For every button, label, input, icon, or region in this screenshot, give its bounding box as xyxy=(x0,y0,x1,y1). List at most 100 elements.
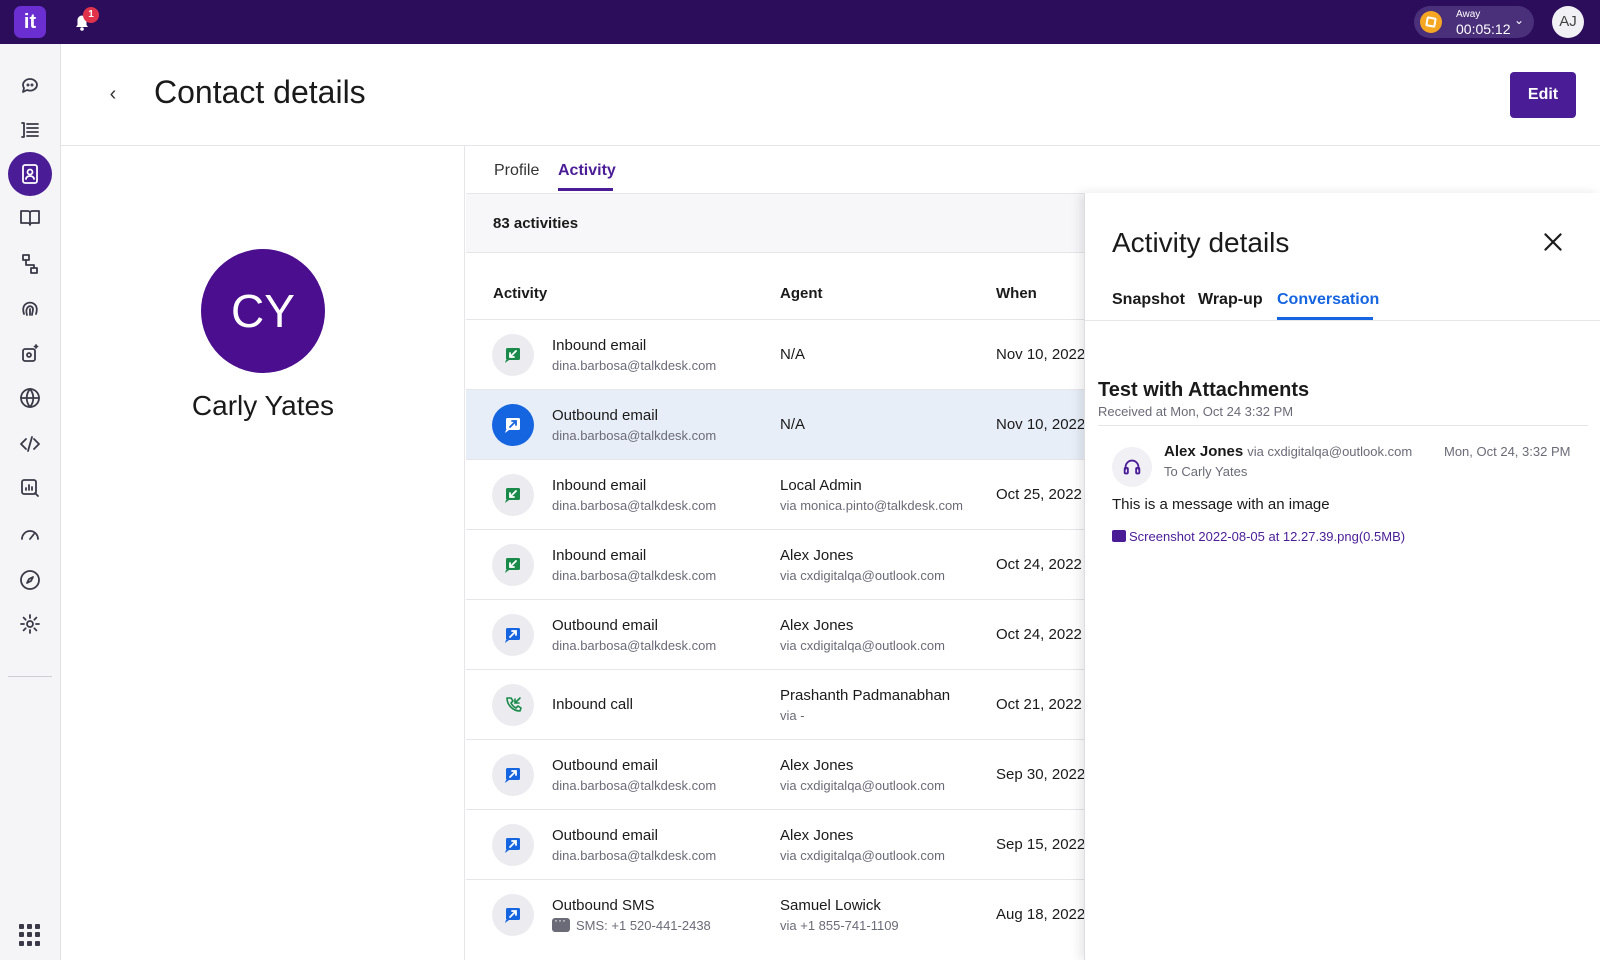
active-detail-tab-indicator xyxy=(1277,317,1373,320)
tab-conversation[interactable]: Conversation xyxy=(1277,291,1380,308)
tab-snapshot[interactable]: Snapshot xyxy=(1112,291,1185,308)
activity-contact: dina.barbosa@talkdesk.com xyxy=(552,638,717,653)
tab-wrap-up[interactable]: Wrap-up xyxy=(1198,291,1263,308)
chevron-left-icon[interactable]: ‹ xyxy=(109,83,117,105)
activity-contact: SMS: +1 520-441-2438 xyxy=(552,913,711,933)
activity-agent: Alex Jones xyxy=(780,757,854,774)
attachment-link[interactable]: Screenshot 2022-08-05 at 12.27.39.png(0.… xyxy=(1112,529,1405,544)
outbound-email-icon xyxy=(492,754,534,796)
conversations-icon[interactable] xyxy=(8,64,52,108)
analytics-icon[interactable] xyxy=(8,466,52,510)
activity-contact-value: SMS: +1 520-441-2438 xyxy=(576,918,711,933)
activity-contact: dina.barbosa@talkdesk.com xyxy=(552,778,717,793)
dashboard-gauge-icon[interactable] xyxy=(8,512,52,556)
message-time: Mon, Oct 24, 3:32 PM xyxy=(1444,444,1571,459)
conversation-received: Received at Mon, Oct 24 3:32 PM xyxy=(1098,404,1294,419)
activity-contact: dina.barbosa@talkdesk.com xyxy=(552,498,717,513)
activity-details-panel: Activity details Snapshot Wrap-up Conver… xyxy=(1084,193,1600,960)
activity-type: Inbound email xyxy=(552,337,647,354)
page-title: Contact details xyxy=(154,74,366,110)
activity-type: Outbound email xyxy=(552,757,658,774)
apps-grid-icon[interactable] xyxy=(19,924,41,946)
activity-agent-via: via cxdigitalqa@outlook.com xyxy=(780,778,945,793)
column-header-agent: Agent xyxy=(780,285,823,302)
flows-icon[interactable] xyxy=(8,242,52,286)
globe-icon[interactable] xyxy=(8,376,52,420)
activity-contact: dina.barbosa@talkdesk.com xyxy=(552,358,717,373)
settings-gear-icon[interactable] xyxy=(8,602,52,646)
conversation-divider xyxy=(1098,425,1588,426)
activity-row[interactable]: Outbound SMS SMS: +1 520-441-2438 Samuel L… xyxy=(466,879,1084,949)
knowledge-book-icon[interactable] xyxy=(8,196,52,240)
activity-type: Outbound email xyxy=(552,617,658,634)
activity-row[interactable]: Inbound email dina.barbosa@talkdesk.com N/… xyxy=(466,319,1084,389)
inbound-call-icon xyxy=(492,684,534,726)
activity-agent: N/A xyxy=(780,416,806,433)
activity-row[interactable]: Outbound email dina.barbosa@talkdesk.com N… xyxy=(466,389,1084,459)
activity-agent-via: via cxdigitalqa@outlook.com xyxy=(780,638,945,653)
activity-contact: dina.barbosa@talkdesk.com xyxy=(552,848,717,863)
activity-row[interactable]: Inbound email dina.barbosa@talkdesk.com Lo… xyxy=(466,459,1084,529)
activity-contact: dina.barbosa@talkdesk.com xyxy=(552,428,717,443)
away-status-icon xyxy=(1420,11,1442,33)
activity-when: Oct 24, 2022 xyxy=(996,626,1082,643)
activity-count-bar: 83 activities xyxy=(466,193,1084,253)
queue-list-icon[interactable] xyxy=(8,108,52,152)
activity-type: Inbound email xyxy=(552,477,647,494)
fingerprint-icon[interactable] xyxy=(8,286,52,330)
activity-agent: Alex Jones xyxy=(780,827,854,844)
column-header-when: When xyxy=(996,285,1037,302)
inbound-email-icon xyxy=(492,334,534,376)
activity-when: Oct 25, 2022 xyxy=(996,486,1082,503)
column-header-activity: Activity xyxy=(493,285,548,302)
activity-agent-via: via monica.pinto@talkdesk.com xyxy=(780,498,963,513)
inbound-email-icon xyxy=(492,474,534,516)
activity-when: Oct 21, 2022 xyxy=(996,696,1082,713)
ai-gear-icon[interactable] xyxy=(8,332,52,376)
page-header: ‹ Contact details Edit xyxy=(61,44,1600,146)
activity-row[interactable]: Outbound email dina.barbosa@talkdesk.com A… xyxy=(466,599,1084,669)
activity-type: Inbound email xyxy=(552,547,647,564)
user-avatar[interactable]: AJ xyxy=(1552,6,1584,38)
outbound-email-icon xyxy=(492,614,534,656)
activity-type: Inbound call xyxy=(552,696,633,713)
inbound-email-icon xyxy=(492,544,534,586)
contact-avatar: CY xyxy=(201,249,325,373)
activity-when: Sep 30, 2022 xyxy=(996,766,1084,783)
activity-agent-via: via cxdigitalqa@outlook.com xyxy=(780,568,945,583)
status-timer: 00:05:12 xyxy=(1456,21,1511,37)
tab-profile[interactable]: Profile xyxy=(494,162,540,179)
edit-button[interactable]: Edit xyxy=(1510,72,1576,118)
outbound-email-icon xyxy=(492,824,534,866)
activity-agent: N/A xyxy=(780,346,806,363)
message-sender-via: via cxdigitalqa@outlook.com xyxy=(1247,444,1413,459)
contact-profile: CY Carly Yates xyxy=(61,146,465,960)
activity-row[interactable]: Inbound call Prashanth Padmanabhan via - Oc… xyxy=(466,669,1084,739)
talkdesk-logo[interactable]: it xyxy=(14,6,46,38)
activity-agent: Alex Jones xyxy=(780,617,854,634)
activity-agent: Alex Jones xyxy=(780,547,854,564)
activity-when: Oct 24, 2022 xyxy=(996,556,1082,573)
outbound-sms-icon xyxy=(492,894,534,936)
activity-row[interactable]: Inbound email dina.barbosa@talkdesk.com Al… xyxy=(466,529,1084,599)
conversation-subject: Test with Attachments xyxy=(1098,379,1310,401)
top-bar: it 1 Away 00:05:12 ⌄ AJ xyxy=(0,0,1600,44)
activity-agent: Local Admin xyxy=(780,477,862,494)
message-body: This is a message with an image xyxy=(1112,496,1330,513)
agent-status-dropdown[interactable]: Away 00:05:12 ⌄ xyxy=(1414,6,1534,38)
activity-contact: dina.barbosa@talkdesk.com xyxy=(552,568,717,583)
code-icon[interactable] xyxy=(8,422,52,466)
message-sender: Alex Jones via cxdigitalqa@outlook.com xyxy=(1164,443,1412,460)
outbound-email-icon xyxy=(492,404,534,446)
agent-headset-icon xyxy=(1112,447,1152,487)
activity-row[interactable]: Outbound email dina.barbosa@talkdesk.com A… xyxy=(466,809,1084,879)
activity-when: Sep 15, 2022 xyxy=(996,836,1084,853)
activity-agent: Samuel Lowick xyxy=(780,897,881,914)
tab-activity[interactable]: Activity xyxy=(558,162,616,179)
contacts-icon[interactable] xyxy=(8,152,52,196)
compass-icon[interactable] xyxy=(8,558,52,602)
close-icon[interactable] xyxy=(1540,229,1566,255)
nav-divider xyxy=(8,676,52,677)
activity-row[interactable]: Outbound email dina.barbosa@talkdesk.com A… xyxy=(466,739,1084,809)
image-icon xyxy=(1112,530,1126,542)
